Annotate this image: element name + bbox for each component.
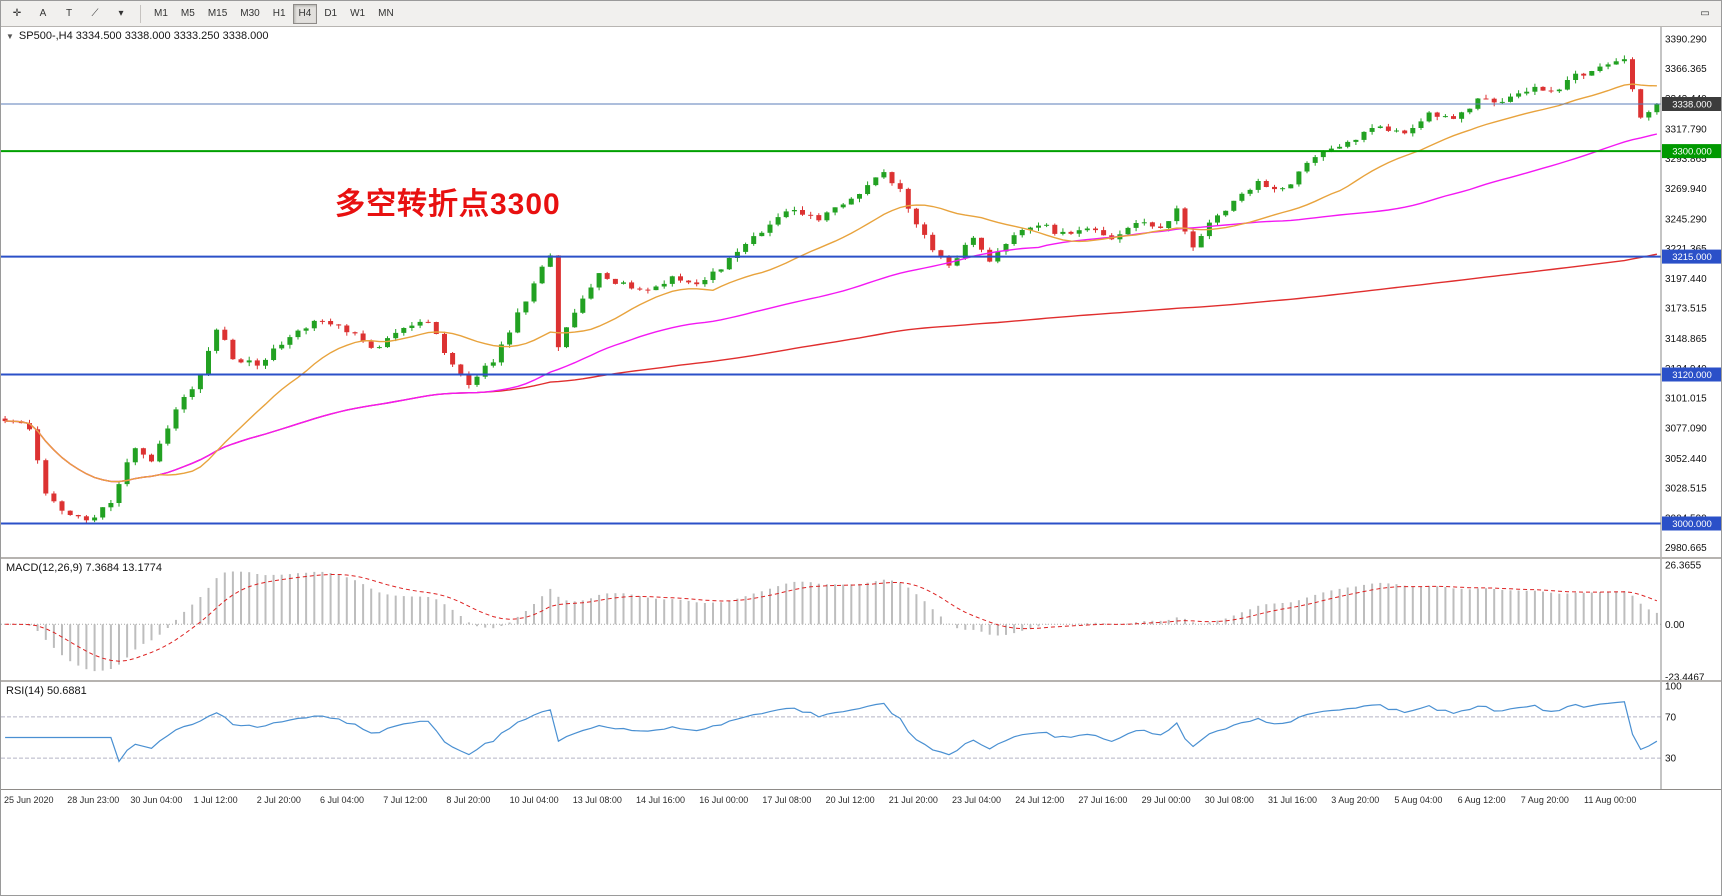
svg-text:26.3655: 26.3655 — [1665, 561, 1702, 572]
time-label: 31 Jul 16:00 — [1268, 795, 1318, 805]
rsi-panel: 100 70 30 RSI(14) 50.6881 — [1, 680, 1721, 789]
timeframe-button-w1[interactable]: W1 — [350, 8, 366, 19]
svg-text:3293.865: 3293.865 — [1665, 154, 1707, 165]
time-label: 5 Aug 04:00 — [1394, 795, 1443, 805]
time-label: 20 Jul 12:00 — [825, 795, 875, 805]
time-label: 30 Jun 04:00 — [130, 795, 183, 805]
svg-text:3317.790: 3317.790 — [1665, 125, 1707, 136]
text-label-icon[interactable]: A — [39, 8, 47, 19]
candlestick-chart[interactable]: 3390.2903366.3653342.4403317.7903293.865… — [1, 27, 1722, 557]
svg-text:3338.000: 3338.000 — [1672, 100, 1712, 111]
annotation-text[interactable]: 多空转折点3300 — [335, 188, 561, 221]
macd-chart[interactable]: 26.3655 0.00 -23.4467 — [1, 559, 1722, 680]
draw-tools-icon[interactable]: ⟋ — [91, 8, 99, 19]
toolbar-tools-group: ✛ A T ⟋ ▾ — [5, 4, 133, 24]
chart-area: 3390.2903366.3653342.4403317.7903293.865… — [1, 27, 1721, 895]
crosshair-icon[interactable]: ✛ — [12, 8, 22, 19]
timeframe-button-m30[interactable]: M30 — [240, 8, 260, 19]
timeframe-button-mn[interactable]: MN — [378, 8, 394, 19]
toolbar-separator — [140, 4, 141, 23]
svg-text:0.00: 0.00 — [1665, 620, 1685, 631]
window-filler — [1, 810, 1721, 895]
time-label: 24 Jul 12:00 — [1015, 795, 1065, 805]
time-label: 11 Aug 00:00 — [1584, 795, 1637, 805]
macd-panel: 26.3655 0.00 -23.4467 MACD(12,26,9) 7.3684… — [1, 557, 1721, 680]
time-label: 6 Jul 04:00 — [320, 795, 365, 805]
time-label: 7 Jul 12:00 — [383, 795, 428, 805]
symbol-dropdown-caret-icon[interactable]: ▼ — [6, 31, 14, 41]
time-label: 17 Jul 08:00 — [762, 795, 812, 805]
time-label: 1 Jul 12:00 — [193, 795, 238, 805]
svg-text:3366.365: 3366.365 — [1665, 64, 1707, 75]
timeframe-button-h1[interactable]: H1 — [272, 8, 286, 19]
time-axis[interactable]: 25 Jun 2020 28 Jun 23:00 30 Jun 04:00 1 Jul… — [1, 789, 1721, 810]
timeframe-button-h4[interactable]: H4 — [292, 3, 318, 24]
svg-text:3245.290: 3245.290 — [1665, 215, 1707, 226]
time-label: 27 Jul 16:00 — [1078, 795, 1128, 805]
svg-text:3148.865: 3148.865 — [1665, 334, 1707, 345]
timeframe-button-d1[interactable]: D1 — [324, 8, 338, 19]
svg-text:30: 30 — [1665, 754, 1677, 765]
window-frame-icon[interactable]: ▭ — [1700, 8, 1710, 19]
time-label: 14 Jul 16:00 — [636, 795, 686, 805]
svg-text:3173.515: 3173.515 — [1665, 304, 1707, 315]
svg-text:70: 70 — [1665, 712, 1677, 723]
svg-text:2980.665: 2980.665 — [1665, 543, 1707, 554]
svg-text:3215.000: 3215.000 — [1672, 252, 1712, 263]
svg-text:3052.440: 3052.440 — [1665, 454, 1707, 465]
svg-text:3077.090: 3077.090 — [1665, 423, 1707, 434]
time-label: 8 Jul 20:00 — [446, 795, 491, 805]
time-label: 28 Jun 23:00 — [67, 795, 120, 805]
rsi-chart[interactable]: 100 70 30 — [1, 682, 1722, 789]
time-label: 23 Jul 04:00 — [952, 795, 1002, 805]
svg-text:100: 100 — [1665, 682, 1682, 693]
svg-text:-23.4467: -23.4467 — [1665, 673, 1705, 681]
text-tool-icon[interactable]: T — [65, 8, 73, 19]
svg-text:3101.015: 3101.015 — [1665, 394, 1707, 405]
time-label: 2 Jul 20:00 — [256, 795, 301, 805]
svg-text:3000.000: 3000.000 — [1672, 519, 1712, 530]
time-label: 16 Jul 00:00 — [699, 795, 749, 805]
time-label: 10 Jul 04:00 — [509, 795, 559, 805]
timeframe-button-m5[interactable]: M5 — [180, 8, 195, 19]
dropdown-caret-icon[interactable]: ▾ — [118, 8, 124, 19]
time-label: 7 Aug 20:00 — [1520, 795, 1569, 805]
time-label: 25 Jun 2020 — [4, 795, 54, 805]
time-label: 30 Jul 08:00 — [1204, 795, 1254, 805]
time-label: 13 Jul 08:00 — [572, 795, 622, 805]
time-label: 6 Aug 12:00 — [1457, 795, 1506, 805]
time-label: 3 Aug 20:00 — [1331, 795, 1380, 805]
svg-text:3300.000: 3300.000 — [1672, 147, 1712, 158]
svg-text:3197.440: 3197.440 — [1665, 274, 1707, 285]
svg-text:3269.940: 3269.940 — [1665, 184, 1707, 195]
timeframe-button-m15[interactable]: M15 — [207, 8, 228, 19]
timeframe-button-m1[interactable]: M1 — [154, 8, 168, 19]
svg-text:3028.515: 3028.515 — [1665, 484, 1707, 495]
main-price-panel: 3390.2903366.3653342.4403317.7903293.865… — [1, 27, 1721, 557]
time-label: 21 Jul 20:00 — [888, 795, 938, 805]
timeframe-buttons-group: M1 M5 M15 M30 H1 H4 D1 W1 MN — [148, 3, 400, 24]
toolbar: ✛ A T ⟋ ▾ M1 M5 M15 M30 H1 H4 D1 W1 MN ▭ — [1, 1, 1721, 27]
svg-text:3390.290: 3390.290 — [1665, 35, 1707, 46]
svg-text:3120.000: 3120.000 — [1672, 370, 1712, 381]
time-label: 29 Jul 00:00 — [1141, 795, 1191, 805]
